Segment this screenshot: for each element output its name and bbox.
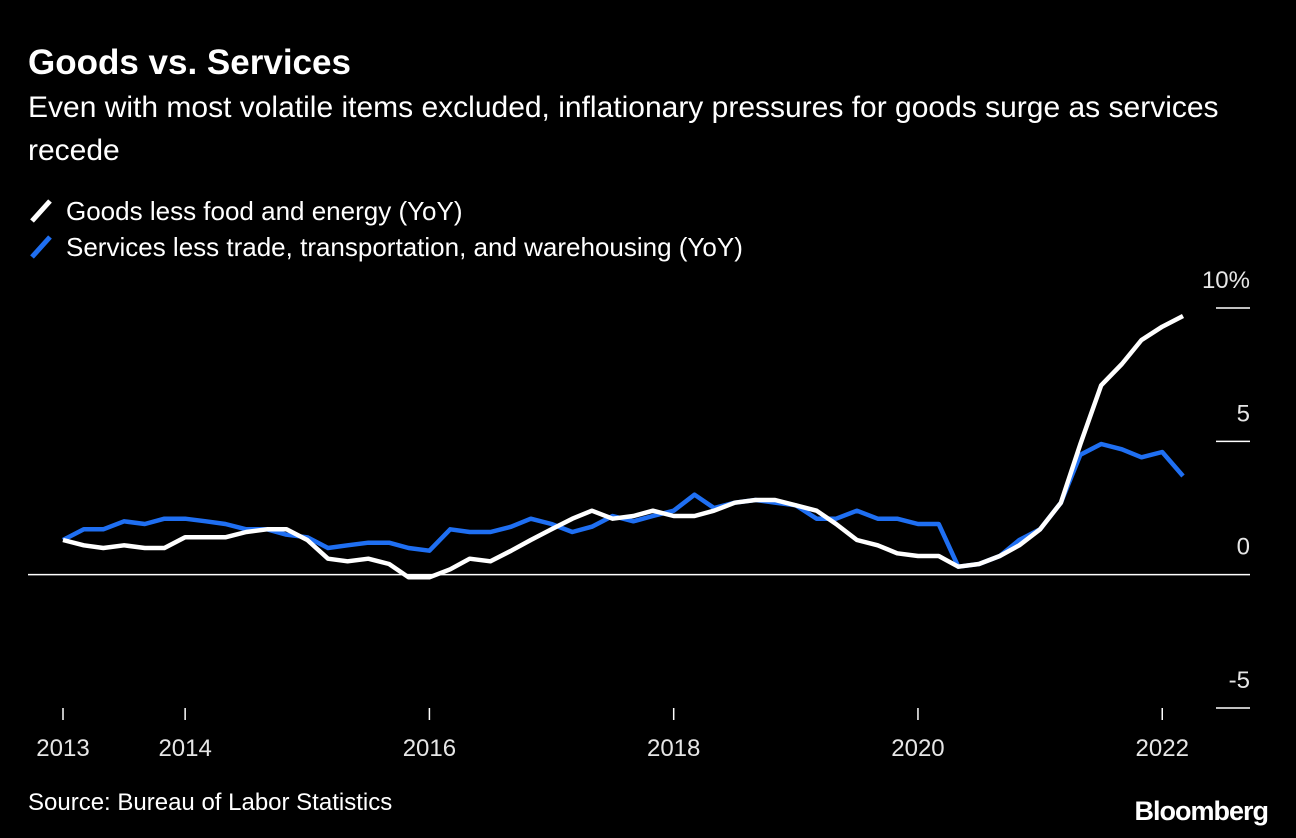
legend-swatch (30, 235, 52, 259)
x-tick-label: 2022 (1136, 735, 1189, 762)
legend-label: Goods less food and energy (YoY) (66, 196, 463, 226)
legend-swatch (30, 199, 52, 223)
chart-subtitle: Even with most volatile items excluded, … (28, 91, 1219, 167)
x-tick-label: 2020 (891, 735, 944, 762)
x-tick-label: 2014 (158, 735, 211, 762)
series-line (62, 313, 1185, 580)
x-tick-label: 2016 (403, 735, 456, 762)
y-tick-label: 0 (1237, 534, 1250, 561)
x-tick-label: 2013 (36, 735, 89, 762)
source: Source: Bureau of Labor Statistics (28, 789, 392, 816)
brand-logo: Bloomberg (1134, 796, 1268, 826)
legend-label: Services less trade, transportation, and… (66, 232, 743, 262)
y-tick-label: -5 (1229, 667, 1250, 694)
y-tick-label: 10% (1202, 267, 1250, 294)
y-tick-label: 5 (1237, 400, 1250, 427)
x-tick-label: 2018 (647, 735, 700, 762)
chart-title: Goods vs. Services (28, 43, 351, 82)
